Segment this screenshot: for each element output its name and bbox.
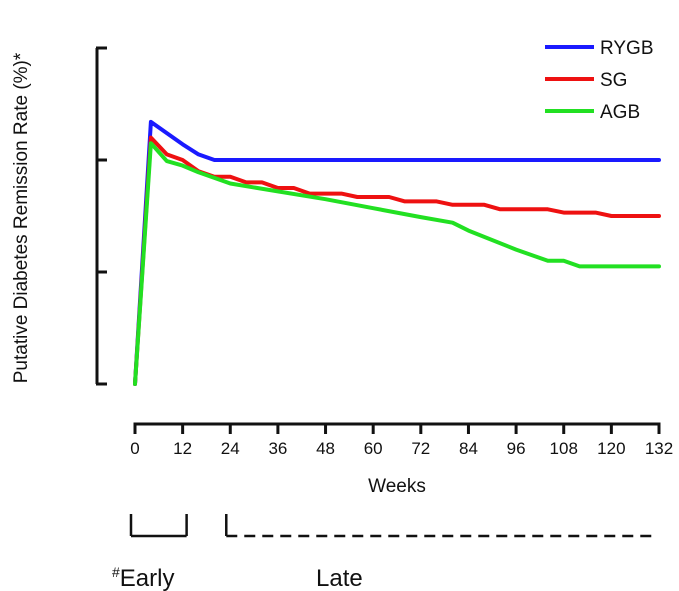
x-tick-label: 0: [130, 439, 139, 458]
x-tick-label: 120: [597, 439, 625, 458]
x-tick-label: 12: [173, 439, 192, 458]
series-line-agb: [133, 141, 661, 386]
period-label-late: Late: [316, 565, 363, 591]
legend-label-rygb: RYGB: [600, 38, 654, 59]
x-axis-label: Weeks: [368, 476, 426, 497]
series-lines: [133, 119, 661, 386]
x-tick-label: 24: [221, 439, 240, 458]
y-axis: [95, 46, 107, 386]
x-tick-label: 60: [364, 439, 383, 458]
series-line-sg: [133, 135, 661, 386]
x-axis: 0 12 24 36 48 60 72 84 96 108 120 132: [130, 422, 673, 458]
series-line-rygb: [133, 119, 661, 386]
period-brackets: #Early Late: [112, 514, 656, 591]
period-marker: #: [112, 564, 120, 580]
x-tick-label: 48: [316, 439, 335, 458]
y-axis-label: Putative Diabetes Remission Rate (%)*: [11, 52, 32, 383]
x-tick-label: 108: [550, 439, 578, 458]
x-tick-label: 96: [507, 439, 526, 458]
x-tick-label: 132: [645, 439, 673, 458]
legend: RYGB SG AGB: [545, 38, 654, 123]
x-tick-label: 72: [411, 439, 430, 458]
period-label-early: #Early: [112, 564, 174, 591]
legend-label-sg: SG: [600, 70, 627, 91]
x-tick-label: 36: [268, 439, 287, 458]
legend-label-agb: AGB: [600, 102, 640, 123]
x-tick-label: 84: [459, 439, 478, 458]
period-label-text: Early: [120, 565, 175, 591]
